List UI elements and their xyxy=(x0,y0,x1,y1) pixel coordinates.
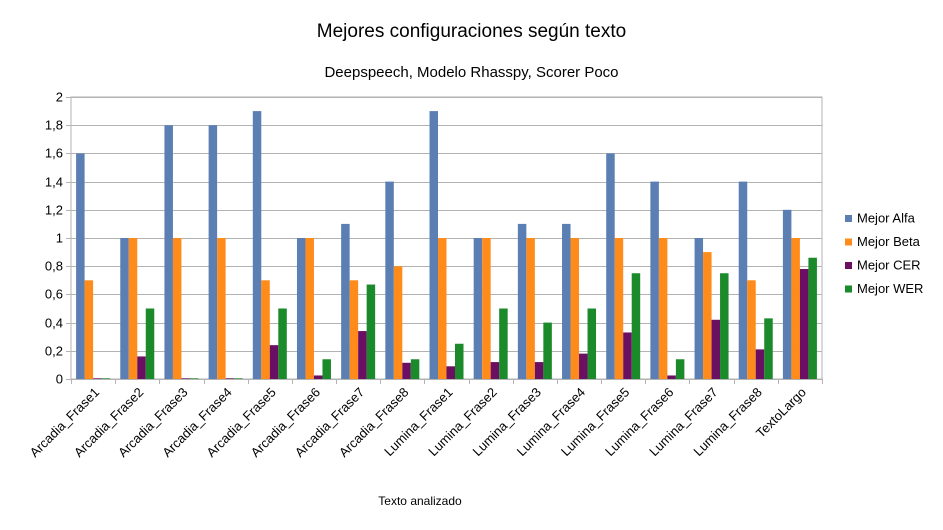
y-tick-label: 0,4 xyxy=(45,316,63,331)
bar xyxy=(366,284,376,379)
bar xyxy=(269,345,279,379)
bar xyxy=(234,378,243,379)
bar xyxy=(490,362,500,379)
bar xyxy=(429,111,438,379)
bar xyxy=(402,362,411,379)
bar xyxy=(738,181,748,379)
chart-subtitle: Deepspeech, Modelo Rhasspy, Scorer Poco xyxy=(324,64,619,81)
legend-swatch xyxy=(845,262,852,269)
bar xyxy=(473,238,483,379)
bar xyxy=(631,273,641,379)
bar xyxy=(410,359,420,379)
bar xyxy=(562,223,571,379)
y-tick-label: 0,8 xyxy=(45,259,63,274)
legend-swatch xyxy=(845,215,852,222)
bar xyxy=(517,223,527,379)
y-tick-label: 0 xyxy=(56,372,63,387)
bar xyxy=(208,125,218,379)
y-tick-label: 0,2 xyxy=(45,344,63,359)
legend-label: Mejor CER xyxy=(857,258,921,273)
bar xyxy=(278,308,287,379)
bar xyxy=(587,308,597,379)
bar xyxy=(341,223,350,379)
bar xyxy=(782,209,792,379)
y-tick-label: 1,8 xyxy=(45,118,63,133)
bar xyxy=(650,181,659,379)
bar xyxy=(694,238,704,379)
bar xyxy=(711,319,721,379)
x-axis-label: Texto analizado xyxy=(378,494,462,508)
bar xyxy=(526,238,535,379)
legend-label: Mejor Beta xyxy=(857,234,921,249)
bar xyxy=(172,238,182,379)
bar xyxy=(322,359,331,379)
bar xyxy=(385,181,394,379)
legend-swatch xyxy=(845,238,852,246)
bar xyxy=(84,280,94,379)
bar xyxy=(225,378,235,379)
bar xyxy=(623,332,632,379)
bar xyxy=(93,378,102,379)
bar xyxy=(120,238,129,379)
bar xyxy=(296,238,306,379)
bar xyxy=(791,238,800,379)
bar xyxy=(446,366,455,379)
bar xyxy=(658,238,668,379)
y-tick-label: 1,4 xyxy=(45,175,63,190)
bar xyxy=(482,238,491,379)
y-tick-label: 1,2 xyxy=(45,203,63,218)
bar xyxy=(261,280,270,379)
bar xyxy=(349,280,359,379)
bar xyxy=(438,238,447,379)
legend-swatch xyxy=(845,285,852,293)
y-tick-label: 1,6 xyxy=(45,146,63,161)
bar xyxy=(799,269,809,379)
bar xyxy=(181,378,190,379)
bar xyxy=(145,308,155,379)
bar xyxy=(614,238,624,379)
bar xyxy=(101,378,111,379)
bar xyxy=(137,356,146,379)
bar xyxy=(128,238,138,379)
bar xyxy=(703,252,712,379)
bar xyxy=(189,378,199,379)
chart-title: Mejores configuraciones según texto xyxy=(316,21,627,42)
bar xyxy=(217,238,226,379)
bar xyxy=(570,238,580,379)
bar xyxy=(808,257,817,379)
bar xyxy=(755,349,765,379)
y-tick-label: 2 xyxy=(56,90,63,105)
bar xyxy=(305,238,314,379)
y-tick-label: 0,6 xyxy=(45,287,63,302)
bar xyxy=(534,362,544,379)
bar xyxy=(667,375,676,379)
bar xyxy=(675,359,685,379)
bar xyxy=(720,273,729,379)
legend-label: Mejor WER xyxy=(857,281,923,296)
bar xyxy=(313,375,323,379)
bar xyxy=(358,331,367,379)
bar xyxy=(579,353,588,379)
bar xyxy=(76,153,85,379)
bar xyxy=(543,322,552,379)
bar xyxy=(747,280,756,379)
y-tick-label: 1 xyxy=(56,231,63,246)
bar xyxy=(606,153,615,379)
bar xyxy=(393,266,403,379)
legend-label: Mejor Alfa xyxy=(857,211,916,226)
bar xyxy=(164,125,173,379)
bar xyxy=(455,343,464,379)
bar xyxy=(764,318,773,379)
bar xyxy=(499,308,508,379)
bar xyxy=(252,111,262,379)
